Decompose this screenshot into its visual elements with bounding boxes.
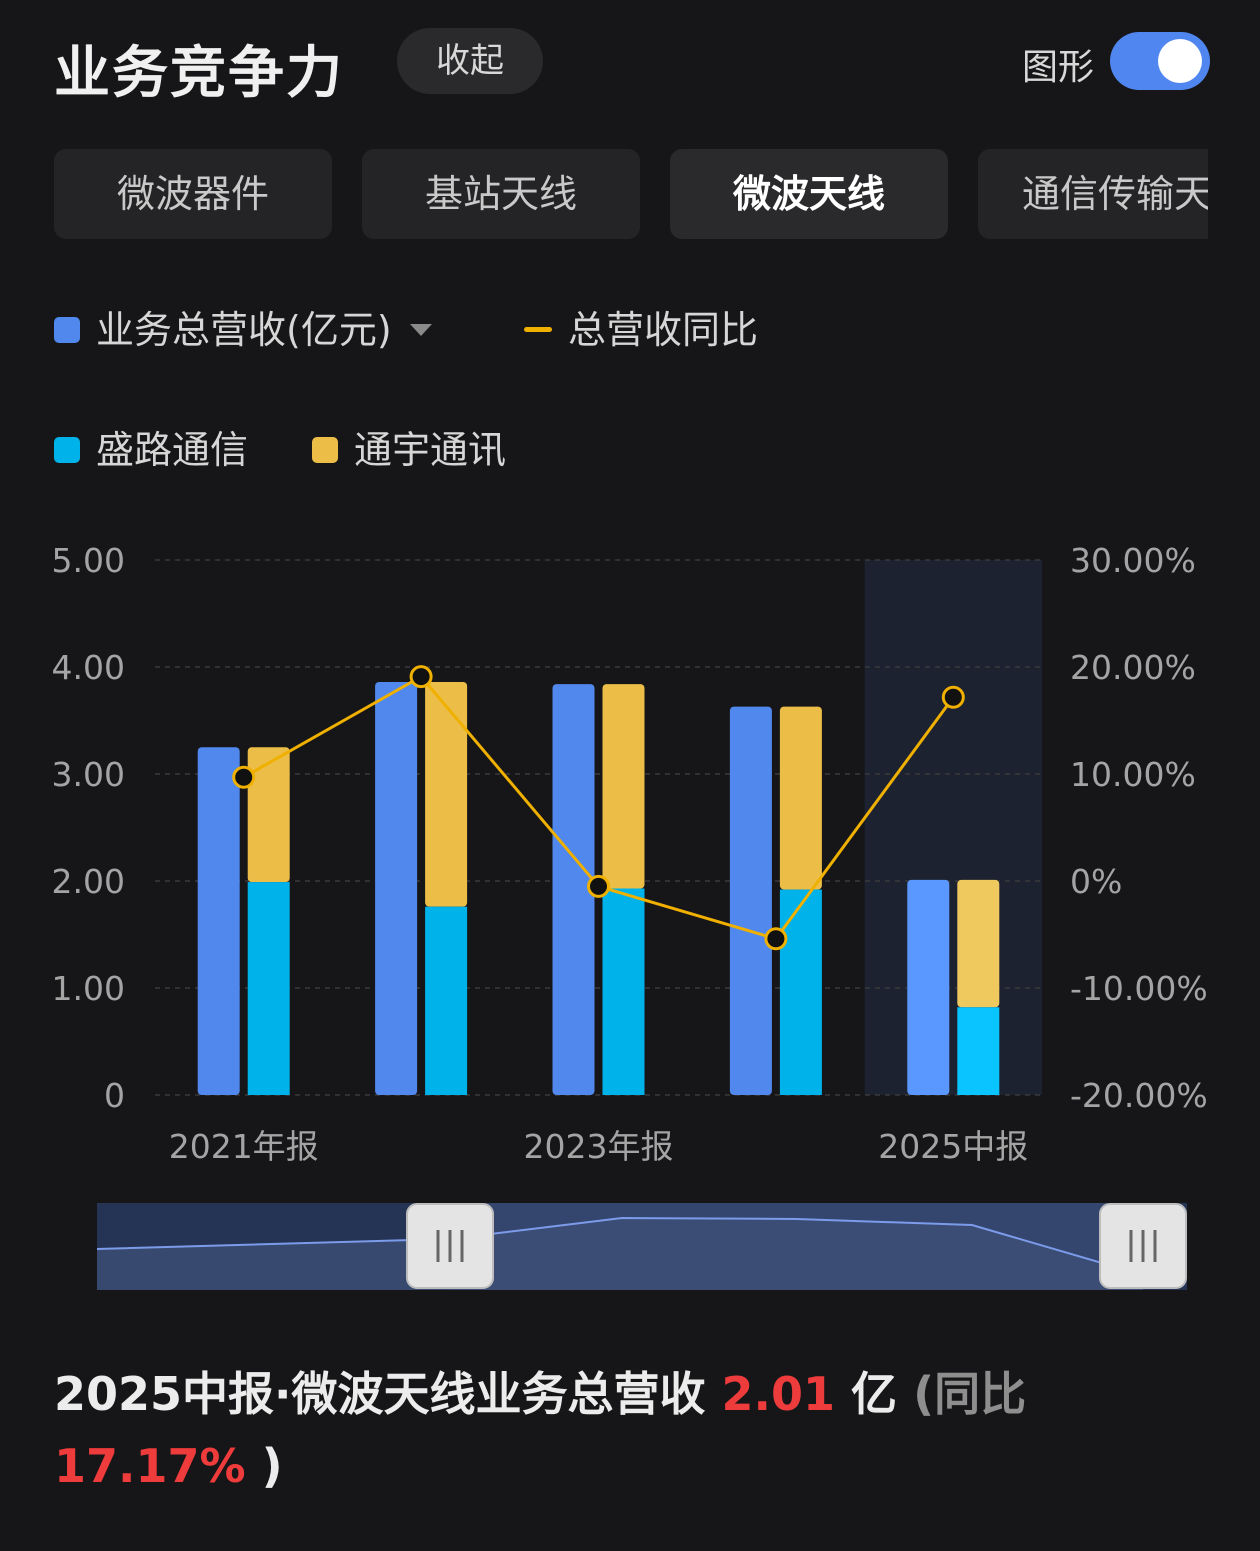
- summary-dot: ·: [274, 1367, 292, 1421]
- legend-swatch-segment2: [312, 436, 338, 463]
- y-left-tick-label: 1.00: [52, 969, 125, 1008]
- legend-segment1[interactable]: 盛路通信: [54, 420, 248, 480]
- yoy-point: [409, 665, 433, 689]
- bar-segment2: [247, 747, 290, 883]
- bar-total: [907, 879, 950, 1095]
- y-right-tick-label: 30.00%: [1070, 541, 1196, 580]
- page-title: 业务竞争力: [54, 41, 344, 106]
- y-right-tick-label: 0%: [1070, 862, 1122, 901]
- bar-total: [375, 681, 418, 1095]
- summary-period: 2025中报: [54, 1367, 275, 1421]
- bar-total: [197, 747, 240, 1095]
- bar-segment1: [247, 882, 290, 1095]
- caret-down-icon[interactable]: [409, 323, 432, 336]
- summary-yoy-open: (同比: [913, 1367, 1027, 1421]
- toggle-knob: [1158, 39, 1202, 83]
- tab-transmission-antenna[interactable]: 通信传输天: [978, 149, 1208, 239]
- summary-yoy-value: 17.17%: [54, 1439, 246, 1493]
- slider-right-handle[interactable]: [1099, 1203, 1187, 1289]
- legend-line-yoy: [524, 327, 552, 332]
- x-tick-label: 2025中报: [878, 1127, 1028, 1166]
- range-slider-track: [96, 1203, 1187, 1290]
- bar-segment2: [425, 681, 468, 907]
- tab-base-station-antenna[interactable]: 基站天线: [362, 149, 640, 239]
- yoy-point: [941, 685, 965, 709]
- summary-text: 2025中报·微波天线业务总营收 2.01 亿 (同比 17.17% ): [54, 1358, 1204, 1502]
- yoy-line: [242, 674, 955, 941]
- revenue-chart[interactable]: 5.00 30.00% 4.00 20.00% 3.00 10.00% 2.00 0% 1.00…: [0, 520, 1260, 1180]
- summary-value: 2.01: [721, 1367, 836, 1421]
- y-left-tick-label: 2.00: [52, 862, 125, 901]
- highlight-band: [864, 560, 1042, 1095]
- bar-segment2: [602, 684, 645, 889]
- y-left-tick-label: 5.00: [52, 541, 125, 580]
- segment-tabs: 微波器件 基站天线 微波天线 通信传输天: [54, 149, 1208, 241]
- tab-microwave-devices[interactable]: 微波器件: [54, 149, 332, 239]
- legend-yoy[interactable]: 总营收同比: [524, 300, 758, 360]
- header: 业务竞争力 收起 图形: [54, 22, 1210, 106]
- legend-yoy-label: 总营收同比: [568, 308, 759, 352]
- summary-yoy-close: ): [261, 1439, 283, 1493]
- y-right-tick-label: 10.00%: [1070, 755, 1196, 794]
- legend-swatch-total: [54, 316, 80, 343]
- y-right-tick-label: -20.00%: [1070, 1076, 1208, 1115]
- bar-segment1: [602, 888, 645, 1095]
- y-left-tick-label: 4.00: [52, 648, 125, 687]
- slider-left-handle[interactable]: [406, 1203, 494, 1289]
- bar-segment2: [779, 706, 822, 890]
- y-left-tick-label: 0: [104, 1076, 125, 1115]
- y-right-tick-label: -10.00%: [1070, 969, 1208, 1008]
- x-tick-label: 2023年报: [524, 1127, 674, 1166]
- bar-segment1: [957, 1007, 1000, 1095]
- legend-total-label: 业务总营收(亿元): [96, 308, 392, 352]
- bar-total: [552, 684, 595, 1095]
- yoy-point: [587, 874, 610, 898]
- y-right-tick-label: 20.00%: [1070, 648, 1196, 687]
- legend-total-revenue[interactable]: 业务总营收(亿元): [54, 300, 432, 360]
- legend-row-2: 盛路通信 通宇通讯: [54, 420, 1154, 480]
- legend-row-1: 业务总营收(亿元) 总营收同比: [54, 300, 1154, 360]
- collapse-button[interactable]: 收起: [397, 28, 543, 94]
- summary-label: 微波天线业务总营收: [291, 1367, 706, 1421]
- yoy-point: [764, 927, 788, 951]
- bar-segment2: [957, 879, 1000, 1008]
- range-slider[interactable]: [96, 1203, 1187, 1290]
- bar-total: [729, 706, 772, 1095]
- chart-toggle-label: 图形: [1021, 47, 1094, 88]
- bar-segment1: [779, 889, 822, 1095]
- chart-view-toggle[interactable]: [1110, 32, 1210, 90]
- legend-swatch-segment1: [54, 436, 80, 463]
- tab-microwave-antenna[interactable]: 微波天线: [670, 149, 948, 239]
- y-left-tick-label: 3.00: [52, 755, 125, 794]
- yoy-point: [232, 765, 256, 789]
- legend-segment2[interactable]: 通宇通讯: [312, 420, 506, 480]
- legend-segment1-label: 盛路通信: [96, 428, 249, 472]
- bar-segment1: [425, 906, 468, 1095]
- x-tick-label: 2021年报: [169, 1127, 319, 1166]
- summary-unit: 亿: [851, 1367, 898, 1421]
- legend-segment2-label: 通宇通讯: [354, 428, 507, 472]
